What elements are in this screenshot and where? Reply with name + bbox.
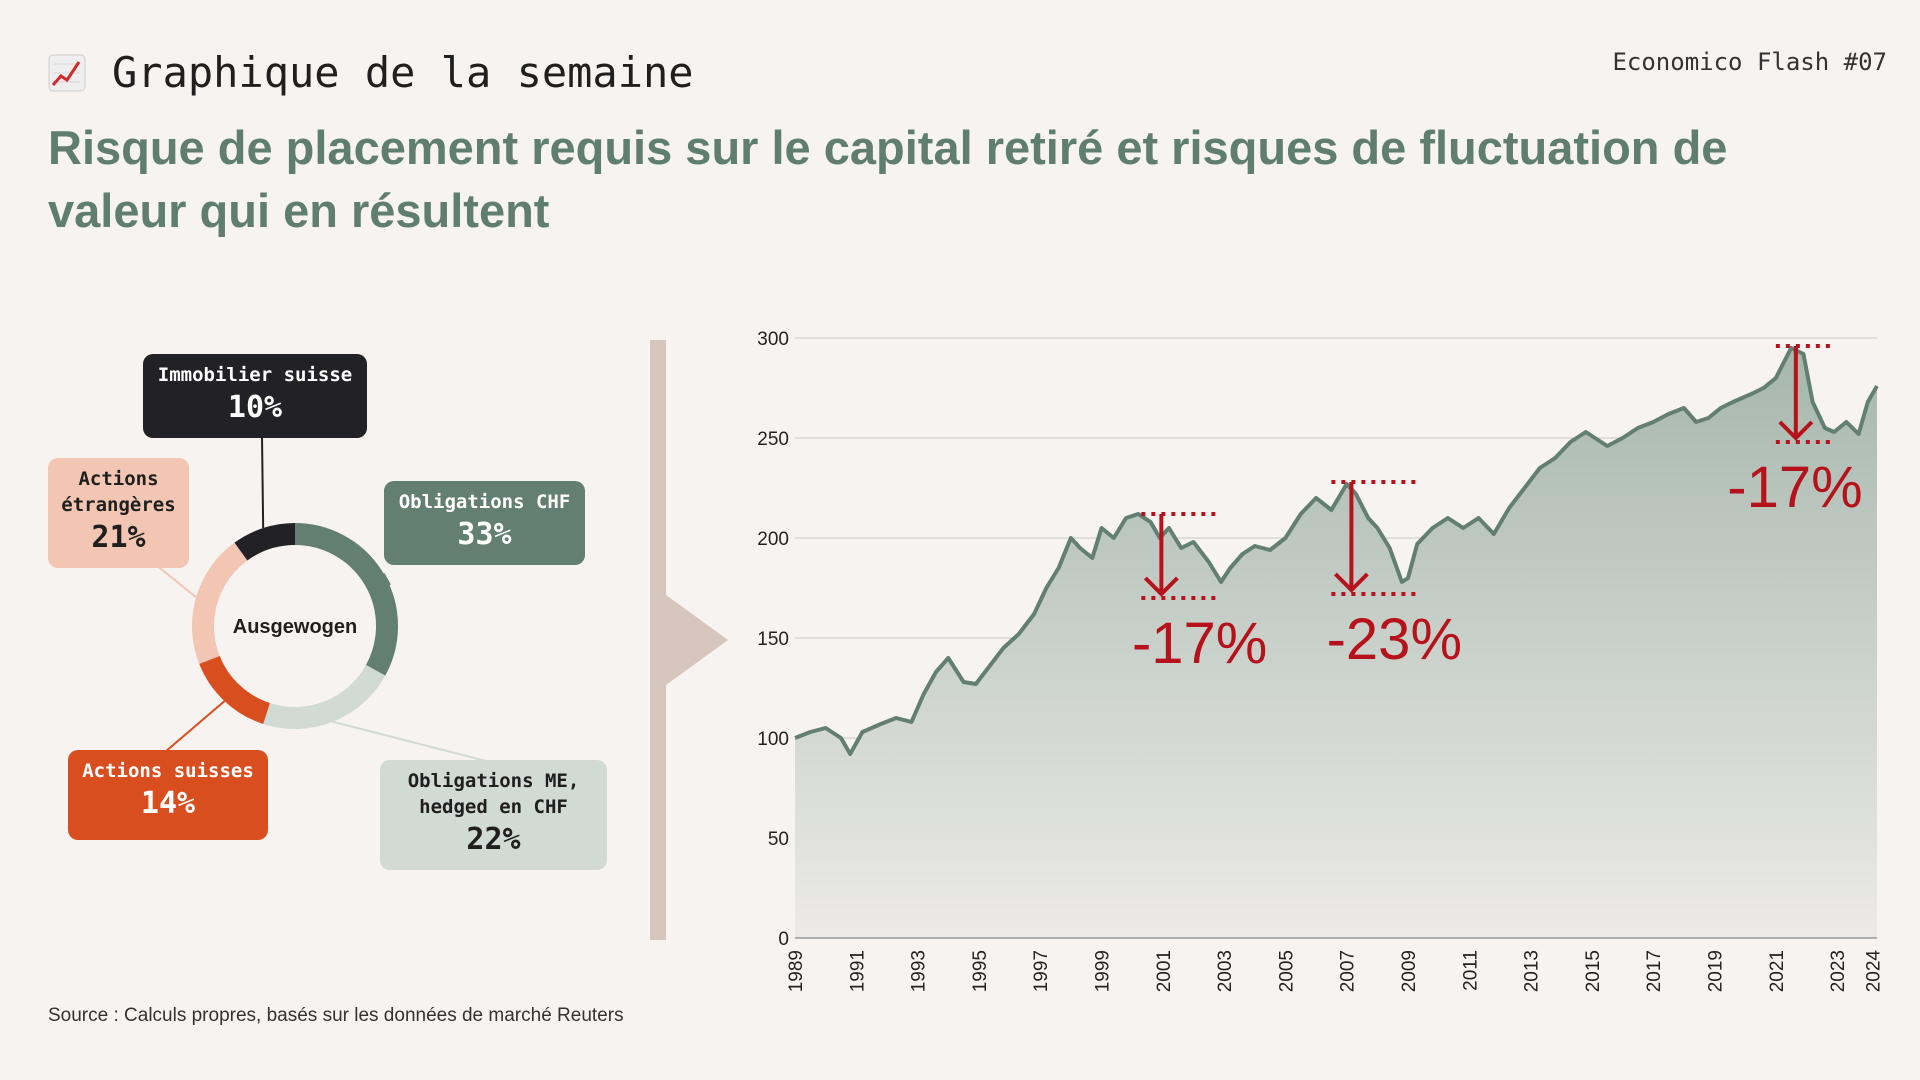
arrow-down-icon <box>1333 572 1369 593</box>
x-tick-label: 1997 <box>1031 950 1052 992</box>
donut-center-label: Ausgewogen <box>233 616 357 638</box>
callout-connector <box>382 573 391 586</box>
x-tick-label: 2019 <box>1706 950 1727 992</box>
callout-label: Obligations ME, hedged en CHF <box>407 770 580 818</box>
arrow-down-icon <box>1778 420 1814 441</box>
x-tick-label: 2017 <box>1644 950 1665 992</box>
x-tick-label: 2013 <box>1522 950 1543 992</box>
y-tick-label: 50 <box>768 829 789 850</box>
x-tick-label: 1989 <box>786 950 807 992</box>
page-title: Risque de placement requis sur le capita… <box>48 121 1728 237</box>
donut-slice <box>263 664 386 729</box>
divider-bar <box>650 340 666 940</box>
y-tick-label: 100 <box>757 729 789 750</box>
x-tick-label: 1993 <box>909 950 930 992</box>
drawdown-label: -17% <box>1132 611 1267 676</box>
donut-slice <box>192 542 248 664</box>
donut-slice <box>199 655 271 724</box>
series-line <box>794 346 1879 756</box>
callout-value: 21% <box>91 520 146 555</box>
y-tick-label: 150 <box>757 629 789 650</box>
callout-label: Actions suisses <box>82 760 254 782</box>
y-tick-label: 250 <box>757 429 789 450</box>
callout-value: 14% <box>140 786 196 821</box>
x-tick-label: 2024 <box>1863 950 1884 993</box>
drawdown-label: -17% <box>1727 455 1862 520</box>
x-tick-label: 1999 <box>1093 950 1114 992</box>
issue-label: Economico Flash #07 <box>1612 48 1887 76</box>
x-tick-label: 2003 <box>1215 950 1236 992</box>
chart-increasing-icon <box>48 54 86 91</box>
chevron-right-icon <box>666 595 728 685</box>
x-tick-label: 2005 <box>1276 950 1297 992</box>
kicker: Graphique de la semaine <box>48 48 694 97</box>
callout-actions-suisses: Actions suisses 14% <box>68 750 268 840</box>
callout-connector <box>261 435 265 529</box>
callout-immobilier-suisse: Immobilier suisse 10% <box>143 354 367 438</box>
callout-obligations-chf: Obligations CHF 33% <box>384 481 585 565</box>
drawdown-label: -23% <box>1327 607 1462 672</box>
x-tick-label: 2023 <box>1828 950 1849 992</box>
callout-value: 22% <box>466 822 521 857</box>
donut-slice <box>294 523 398 676</box>
y-tick-label: 200 <box>757 529 789 550</box>
x-tick-label: 1995 <box>970 950 991 992</box>
callout-label: Obligations CHF <box>398 491 571 513</box>
x-tick-label: 2015 <box>1583 950 1604 992</box>
x-tick-label: 2021 <box>1767 950 1788 992</box>
y-tick-label: 0 <box>778 929 789 950</box>
callout-actions-etrangeres: Actions étrangères 21% <box>48 458 189 568</box>
source-note: Source : Calculs propres, basés sur les … <box>48 1005 624 1026</box>
callout-label: Actions étrangères <box>61 468 176 516</box>
callout-value: 10% <box>227 390 283 425</box>
x-tick-label: 2009 <box>1399 950 1420 992</box>
callout-value: 33% <box>457 517 512 552</box>
x-tick-label: 2007 <box>1338 950 1359 992</box>
x-tick-label: 1991 <box>847 950 868 992</box>
x-tick-label: 2001 <box>1154 950 1175 992</box>
kicker-text: Graphique de la semaine <box>112 48 694 97</box>
callout-connector <box>332 720 491 763</box>
donut-slice <box>234 523 296 561</box>
arrow-down-icon <box>1143 576 1179 597</box>
callout-connector <box>164 700 226 753</box>
callout-obligations-me: Obligations ME, hedged en CHF 22% <box>380 760 607 870</box>
y-tick-label: 300 <box>757 329 789 350</box>
performance-area-chart: 0 50 100 150 200 250 300 1989 1991 1993 1995 1997 19… <box>757 329 1884 993</box>
callout-label: Immobilier suisse <box>157 364 353 386</box>
area-fill <box>795 348 1877 938</box>
x-tick-label: 2011 <box>1460 950 1481 991</box>
allocation-donut-chart: Ausgewogen <box>149 435 491 763</box>
